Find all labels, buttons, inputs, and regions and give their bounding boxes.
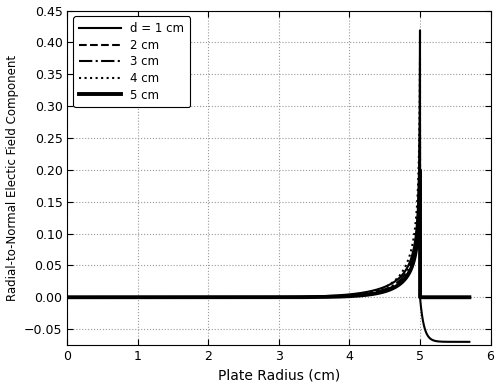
3 cm <box>443 295 449 300</box>
2 cm <box>417 132 423 136</box>
d = 1 cm <box>386 283 392 288</box>
5 cm <box>417 168 423 173</box>
5 cm <box>64 295 70 300</box>
X-axis label: Plate Radius (cm): Plate Radius (cm) <box>218 369 340 383</box>
4 cm <box>224 295 230 300</box>
5 cm <box>466 295 472 300</box>
d = 1 cm <box>417 28 423 33</box>
3 cm <box>466 295 472 300</box>
3 cm <box>64 295 70 300</box>
5 cm <box>434 295 440 300</box>
4 cm <box>426 295 432 300</box>
Line: 5 cm: 5 cm <box>68 170 469 297</box>
2 cm <box>64 295 70 300</box>
d = 1 cm <box>386 283 392 288</box>
4 cm <box>268 295 274 300</box>
4 cm <box>443 295 449 300</box>
3 cm <box>434 295 440 300</box>
4 cm <box>324 294 330 299</box>
2 cm <box>224 295 230 300</box>
2 cm <box>324 294 330 299</box>
5 cm <box>268 295 274 300</box>
Line: 4 cm: 4 cm <box>68 58 469 297</box>
2 cm <box>434 295 440 300</box>
d = 1 cm <box>342 293 348 297</box>
4 cm <box>417 56 423 61</box>
4 cm <box>466 295 472 300</box>
3 cm <box>417 125 423 130</box>
Line: d = 1 cm: d = 1 cm <box>68 30 469 342</box>
d = 1 cm <box>116 295 122 300</box>
Y-axis label: Radial-to-Normal Electic Field Component: Radial-to-Normal Electic Field Component <box>6 55 18 301</box>
d = 1 cm <box>466 340 472 344</box>
4 cm <box>434 295 440 300</box>
d = 1 cm <box>400 272 406 276</box>
2 cm <box>268 295 274 300</box>
Legend: d = 1 cm, 2 cm, 3 cm, 4 cm, 5 cm: d = 1 cm, 2 cm, 3 cm, 4 cm, 5 cm <box>74 16 190 107</box>
Line: 2 cm: 2 cm <box>68 134 469 297</box>
5 cm <box>324 294 330 299</box>
3 cm <box>324 294 330 299</box>
2 cm <box>466 295 472 300</box>
2 cm <box>443 295 449 300</box>
Line: 3 cm: 3 cm <box>68 127 469 297</box>
3 cm <box>426 295 432 300</box>
5 cm <box>224 295 230 300</box>
5 cm <box>426 295 432 300</box>
3 cm <box>268 295 274 300</box>
5 cm <box>443 295 449 300</box>
d = 1 cm <box>360 290 366 295</box>
3 cm <box>224 295 230 300</box>
4 cm <box>64 295 70 300</box>
d = 1 cm <box>64 295 70 300</box>
2 cm <box>426 295 432 300</box>
